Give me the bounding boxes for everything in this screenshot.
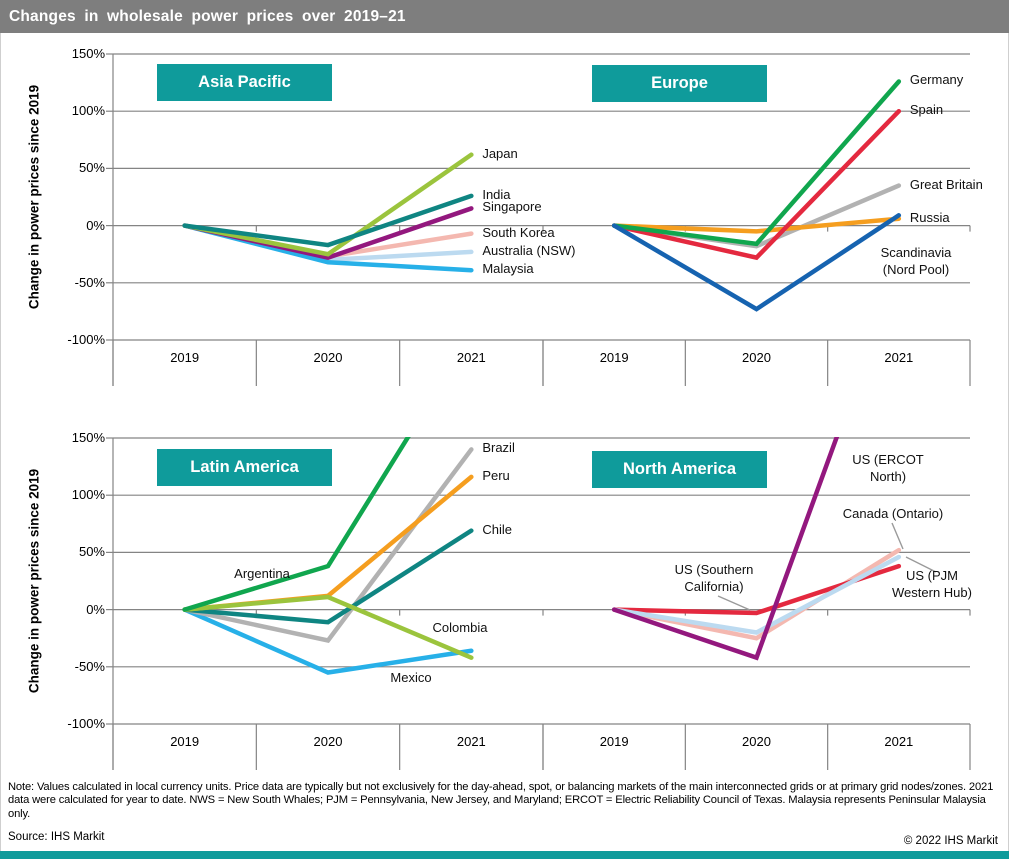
series-line-argentina — [182, 437, 411, 612]
y-tick-label: 100% — [71, 103, 105, 119]
y-tick-label: -100% — [67, 332, 105, 347]
x-tick-label: 2021 — [884, 350, 914, 365]
footnote: Note: Values calculated in local currenc… — [8, 781, 994, 820]
series-label-us-pjm-western-hub: US (PJM Western Hub) — [892, 568, 972, 600]
series-label-chile: Chile — [482, 521, 512, 537]
series-group-europe — [611, 79, 902, 312]
x-tick-label: 2019 — [170, 350, 200, 365]
series-label-russia: Russia — [909, 209, 950, 225]
series-line-brazil — [182, 447, 474, 643]
region-header-latin-america: Latin America — [157, 449, 332, 486]
series-line-peru — [182, 474, 474, 612]
y-tick-label: -50% — [74, 658, 105, 674]
region-header-europe: Europe — [592, 65, 767, 102]
region-header-asia-pacific: Asia Pacific — [157, 64, 332, 101]
series-label-argentina: Argentina — [234, 566, 290, 581]
series-group-asia-pacific — [182, 152, 474, 273]
series-line-mexico — [182, 607, 474, 675]
x-tick-label: 2021 — [884, 734, 914, 749]
x-tick-label: 2020 — [313, 350, 343, 365]
x-tick-label: 2019 — [599, 350, 629, 365]
series-line-scandinavia-nord-pool — [611, 213, 902, 312]
x-tick-label: 2021 — [456, 734, 486, 749]
series-label-us-ercot-north: US (ERCOT North) — [852, 452, 924, 484]
leader-line — [905, 556, 937, 573]
series-label-india: India — [482, 186, 511, 202]
series-label-south-korea: South Korea — [482, 224, 555, 240]
leader-line — [891, 522, 904, 550]
x-tick-label: 2020 — [742, 350, 771, 365]
series-label-malaysia: Malaysia — [482, 261, 534, 277]
copyright-text: © 2022 IHS Markit — [903, 835, 998, 847]
series-label-spain: Spain — [909, 102, 944, 118]
series-group-north-america — [611, 437, 902, 661]
y-tick-label: 50% — [78, 160, 105, 176]
series-label-peru: Peru — [482, 467, 510, 483]
series-line-us-southern-california — [611, 563, 902, 616]
series-line-india — [182, 193, 474, 248]
series-label-canada-ontario: Canada (Ontario) — [842, 506, 944, 521]
y-tick-label: 150% — [71, 430, 105, 445]
leader-line — [717, 595, 751, 611]
series-group-latin-america — [182, 437, 474, 675]
series-label-brazil: Brazil — [482, 440, 515, 456]
x-tick-label: 2021 — [456, 350, 486, 365]
series-label-great-britain: Great Britain — [909, 176, 983, 192]
y-tick-label: 0% — [86, 217, 105, 233]
y-tick-label: -50% — [74, 274, 105, 290]
figure-title-bar: Changes in wholesale power prices over 2… — [0, 0, 1009, 33]
figure-title: Changes in wholesale power prices over 2… — [9, 8, 406, 25]
y-tick-label: -100% — [67, 716, 105, 731]
series-label-germany: Germany — [909, 72, 964, 88]
series-line-germany — [611, 79, 902, 247]
series-label-mexico: Mexico — [390, 670, 432, 685]
x-tick-label: 2020 — [742, 734, 771, 749]
series-label-colombia: Colombia — [432, 620, 488, 635]
y-tick-label: 150% — [71, 46, 105, 61]
y-tick-label: 100% — [71, 487, 105, 503]
series-label-japan: Japan — [482, 145, 518, 161]
series-label-us-southern-california: US (Southern California) — [674, 562, 754, 594]
x-tick-label: 2020 — [313, 734, 343, 749]
series-line-us-ercot-north — [611, 437, 840, 661]
series-line-colombia — [182, 594, 474, 660]
source-text: Source: IHS Markit — [8, 831, 105, 843]
x-tick-label: 2019 — [599, 734, 629, 749]
y-tick-label: 50% — [78, 544, 105, 560]
y-tick-label: 0% — [86, 601, 105, 617]
region-header-north-america: North America — [592, 451, 767, 488]
x-tick-label: 2019 — [170, 734, 200, 749]
y-axis-title-top: Change in power prices since 2019 — [26, 84, 42, 310]
series-line-spain — [611, 108, 902, 261]
series-line-russia — [611, 216, 902, 234]
series-label-singapore: Singapore — [482, 199, 542, 215]
series-label-scandinavia-nord-pool: Scandinavia (Nord Pool) — [880, 245, 952, 277]
y-axis-title-bottom: Change in power prices since 2019 — [26, 468, 42, 694]
series-line-japan — [182, 152, 474, 257]
series-label-australia-nsw: Australia (NSW) — [482, 242, 576, 258]
series-line-us-pjm-western-hub — [611, 554, 902, 635]
footer-accent-bar — [0, 851, 1009, 859]
series-line-chile — [182, 528, 474, 625]
